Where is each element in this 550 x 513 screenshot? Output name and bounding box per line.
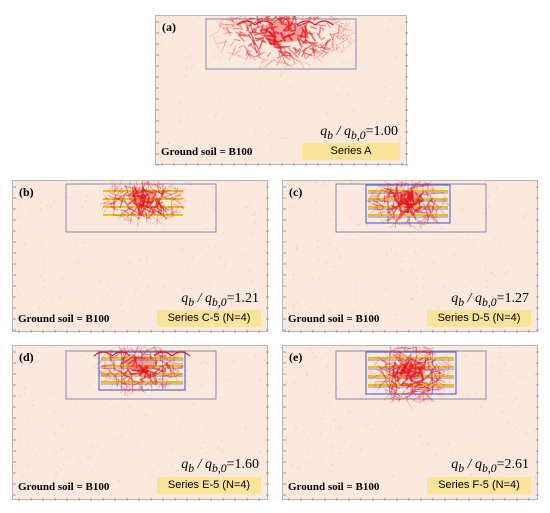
panel-label-a: (a) [162,20,176,34]
panel-label-e: (e) [289,350,303,364]
soil-particle-texture [283,181,539,319]
boundary-ticks [156,21,408,166]
series-label-b: Series C-5 (N=4) [157,310,261,327]
boundary-ticks [283,186,539,333]
load-arcs-d [93,351,191,357]
force-chain-cloud-d [95,346,186,396]
footing-zone-a [205,18,357,70]
footing-zone-b [65,183,217,233]
panel-a: (a) Ground soil = B100 qb / qb,0=1.00 Se… [155,15,408,166]
panel-label-d: (d) [19,350,34,364]
footing-zone-d [65,350,217,400]
footing-zone-c [335,183,487,233]
force-chain-cloud-a [209,16,357,69]
force-chain-cloud-e [368,346,454,410]
bearing-ratio-e: qb / qb,0=2.61 [451,457,529,475]
series-label-d: Series E-5 (N=4) [157,477,261,494]
soil-particle-texture [283,346,539,486]
load-arcs-a [236,20,334,26]
panel-a-figure [156,16,408,166]
bearing-ratio-a: qb / qb,0=1.00 [320,124,398,142]
series-label-c: Series D-5 (N=4) [427,310,531,327]
boundary-ticks [283,351,539,501]
soil-particle-texture [156,16,408,151]
ground-soil-label-e: Ground soil = B100 [288,481,380,493]
ground-soil-label-d: Ground soil = B100 [18,481,110,493]
panel-c-figure [283,181,539,333]
ground-soil-label-a: Ground soil = B100 [161,146,253,158]
soil-particle-texture [13,181,269,318]
soil-particle-texture [13,346,266,487]
bearing-ratio-d: qb / qb,0=1.60 [181,457,259,475]
panel-label-c: (c) [289,185,303,199]
ground-soil-label-b: Ground soil = B100 [18,313,110,325]
panel-d-figure [13,346,269,501]
panel-d: (d) Ground soil = B100 qb / qb,0=1.60 Se… [12,345,269,501]
bearing-ratio-c: qb / qb,0=1.27 [451,291,529,309]
panel-b-figure [13,181,269,333]
series-label-a: Series A [302,143,400,160]
force-chain-cloud-c [366,181,450,230]
panel-b: (b) Ground soil = B100 qb / qb,0=1.21 Se… [12,180,269,333]
panel-e-figure [283,346,539,501]
footing-zone-e [335,350,487,400]
boundary-ticks [13,186,269,333]
panel-c: (c) Ground soil = B100 qb / qb,0=1.27 Se… [282,180,539,333]
panel-label-b: (b) [19,185,34,199]
bearing-ratio-b: qb / qb,0=1.21 [181,291,259,309]
panel-e: (e) Ground soil = B100 qb / qb,0=2.61 Se… [282,345,539,501]
boundary-ticks [13,351,269,501]
force-chain-cloud-b [99,181,187,228]
ground-soil-label-c: Ground soil = B100 [288,313,380,325]
reinforcement-layers-d [98,351,186,391]
series-label-e: Series F-5 (N=4) [427,477,531,494]
